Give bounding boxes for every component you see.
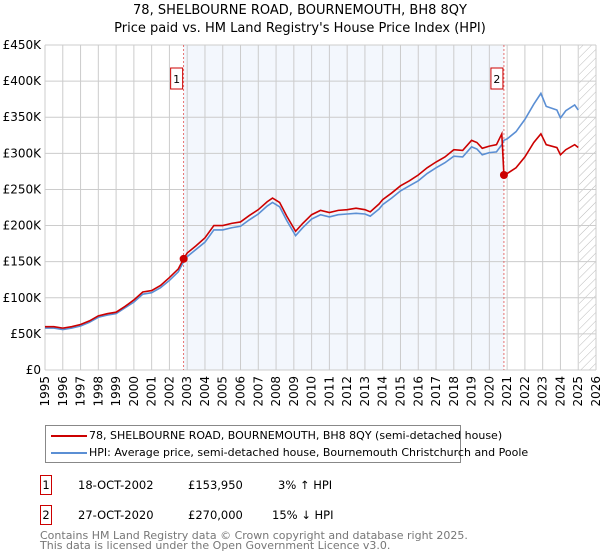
- legend-label: HPI: Average price, semi-detached house,…: [89, 446, 529, 459]
- chart-subtitle: Price paid vs. HM Land Registry's House …: [114, 21, 486, 36]
- x-tick-label: 2023: [536, 376, 550, 407]
- y-tick-label: £300K: [3, 146, 43, 160]
- x-tick-label: 2017: [429, 376, 443, 407]
- x-tick-label: 1995: [38, 376, 52, 407]
- sale-marker-label: 2: [493, 73, 500, 86]
- price-chart: 1995 1996 1997 1998 1999 2000 2001 2002 2003 2004…: [3, 38, 600, 407]
- sale-marker-box: [170, 67, 184, 90]
- x-tick-label: 2026: [589, 376, 600, 407]
- legend-blue-line: [51, 452, 87, 454]
- x-tick-label: 1997: [74, 376, 88, 407]
- x-tick-label: 1996: [56, 376, 70, 407]
- x-tick-label: 2011: [322, 376, 336, 407]
- hpi-line: [45, 91, 579, 331]
- y-tick-label: £250K: [3, 182, 43, 196]
- sale-marker-box: [490, 67, 504, 90]
- x-tick-label: 2012: [340, 376, 354, 407]
- x-tick-label: 2001: [145, 376, 159, 407]
- footer-line: Contains HM Land Registry data © Crown c…: [40, 529, 468, 542]
- x-tick-label: 2010: [305, 376, 319, 407]
- x-tick-label: 2003: [180, 376, 194, 407]
- chart-title: 78, SHELBOURNE ROAD, BOURNEMOUTH, BH8 8Q…: [133, 3, 467, 18]
- y-tick-label: £400K: [3, 74, 43, 88]
- y-tick-label: £150K: [3, 255, 43, 269]
- x-tick-label: 2009: [287, 376, 301, 407]
- x-tick-label: 2018: [447, 376, 461, 407]
- sale-date: 18-OCT-2002: [78, 478, 154, 492]
- shaded-ownership-period: [183, 45, 504, 370]
- x-tick-label: 2016: [411, 376, 425, 407]
- y-tick-label: £100K: [3, 291, 43, 305]
- sale-marker-label: 1: [173, 73, 180, 86]
- hatched-future-region: [579, 45, 596, 370]
- sale-price: £270,000: [188, 508, 243, 522]
- legend: 78, SHELBOURNE ROAD, BOURNEMOUTH, BH8 8Q…: [45, 425, 528, 463]
- sale-marker-box: 1: [40, 475, 52, 495]
- sale-point: [499, 171, 508, 179]
- x-tick-label: 2019: [465, 376, 479, 407]
- x-tick-label: 2020: [482, 376, 496, 407]
- property-price-line: [45, 130, 579, 329]
- x-tick-label: 2014: [376, 376, 390, 407]
- x-tick-label: 2025: [571, 376, 585, 407]
- x-tick-label: 1999: [109, 376, 123, 407]
- x-tick-label: 2024: [553, 376, 567, 407]
- legend-label: 78, SHELBOURNE ROAD, BOURNEMOUTH, BH8 8Q…: [89, 429, 503, 442]
- x-tick-label: 2002: [162, 376, 176, 407]
- x-tick-label: 2013: [358, 376, 372, 407]
- legend-red-line: [51, 435, 87, 437]
- x-tick-label: 2006: [234, 376, 248, 407]
- x-tick-label: 2021: [500, 376, 514, 407]
- x-tick-label: 2000: [127, 376, 141, 407]
- y-tick-label: £0: [26, 363, 41, 377]
- footer-line: This data is licensed under the Open Gov…: [40, 539, 391, 552]
- sale-date: 27-OCT-2020: [78, 508, 154, 522]
- x-tick-label: 2004: [198, 376, 212, 407]
- sale-point: [179, 254, 188, 263]
- sale-marker-box: 2: [40, 505, 52, 525]
- x-tick-label: 2022: [518, 376, 532, 407]
- sale-hpi-diff: 3% ↑ HPI: [278, 478, 333, 492]
- y-tick-label: £450K: [3, 38, 43, 52]
- x-tick-label: 2007: [251, 376, 265, 407]
- x-tick-label: 1998: [91, 376, 105, 407]
- x-tick-label: 2015: [393, 376, 407, 407]
- footer: Contains HM Land Registry data © Crown c…: [40, 529, 468, 552]
- sale-price: £153,950: [188, 478, 243, 492]
- y-tick-label: £350K: [3, 110, 43, 124]
- sale-hpi-diff: 15% ↓ HPI: [272, 508, 334, 522]
- x-tick-label: 2008: [269, 376, 283, 407]
- y-tick-label: £50K: [10, 327, 42, 341]
- y-tick-label: £200K: [3, 219, 43, 233]
- x-tick-label: 2005: [216, 376, 230, 407]
